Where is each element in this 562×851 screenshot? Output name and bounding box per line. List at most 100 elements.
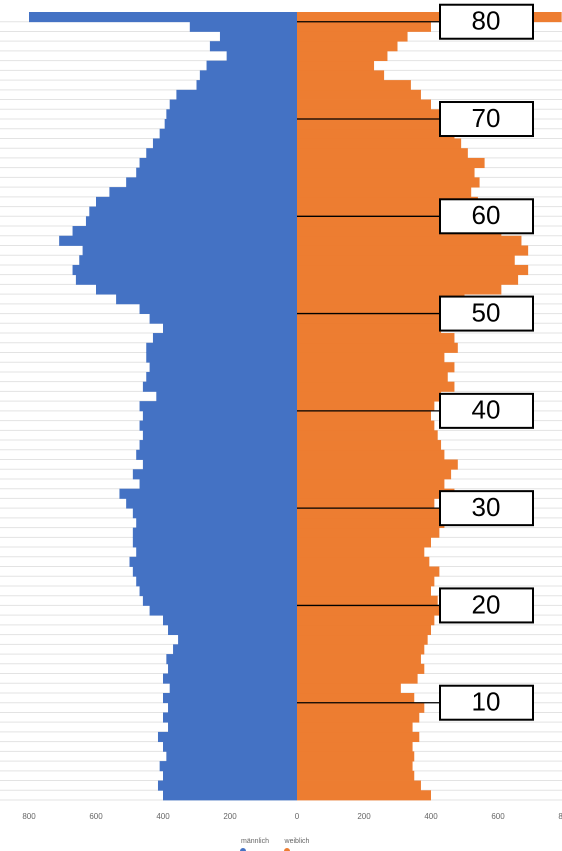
x-tick-label: 200 (357, 812, 371, 821)
bar (297, 566, 440, 577)
legend-label: männlich (241, 838, 269, 845)
bar (297, 381, 455, 392)
x-tick-label: 600 (491, 812, 505, 821)
y-tick-label: 30 (472, 492, 501, 522)
bar (297, 284, 502, 295)
bar (146, 148, 297, 159)
y-tick-label: 60 (472, 200, 501, 230)
bar (297, 342, 458, 353)
bar (297, 556, 430, 567)
bar (297, 245, 529, 256)
bar (139, 157, 297, 169)
bar (297, 294, 465, 305)
bar (132, 537, 297, 548)
bar (139, 303, 297, 314)
bar (297, 401, 435, 412)
bar (297, 89, 421, 100)
bar (297, 70, 385, 81)
bar (85, 216, 297, 227)
bar (297, 712, 420, 723)
bar (297, 333, 455, 344)
bar (149, 362, 297, 373)
bar (297, 138, 462, 149)
bar (169, 683, 297, 694)
bar (136, 517, 297, 529)
bar (166, 109, 297, 120)
bar (82, 245, 297, 256)
bar (297, 119, 448, 130)
legend-label: weiblich (284, 838, 310, 845)
bar (149, 313, 297, 324)
bar (297, 226, 502, 237)
bar (139, 478, 297, 490)
bar (297, 449, 445, 460)
x-tick-label: 200 (223, 812, 237, 821)
bar (178, 634, 297, 645)
tick-box (439, 295, 534, 332)
bar (297, 722, 413, 733)
bar (297, 478, 445, 490)
bar (297, 537, 431, 548)
bar (297, 469, 452, 480)
bar (96, 196, 297, 207)
bar (297, 274, 519, 285)
bar (142, 459, 297, 470)
bar (297, 517, 445, 529)
bar (297, 109, 442, 120)
bar (119, 488, 297, 499)
bar (169, 99, 297, 110)
x-tick-label: 600 (89, 812, 103, 821)
bar (126, 498, 298, 509)
bar (297, 440, 442, 451)
y-tick-label: 70 (472, 103, 501, 133)
bar (297, 99, 431, 110)
bar (159, 128, 297, 139)
bar (168, 702, 297, 713)
bar (297, 410, 431, 421)
y-tick-label: 10 (472, 687, 501, 717)
bar (297, 780, 421, 791)
bar (297, 673, 418, 684)
bar (297, 60, 375, 71)
bar (297, 255, 515, 266)
bar (176, 89, 297, 100)
bar (164, 119, 297, 130)
bar (168, 663, 297, 674)
tick-box (439, 101, 534, 138)
bar (297, 21, 431, 32)
bar (206, 60, 297, 71)
bar (297, 430, 438, 441)
bar (79, 255, 297, 266)
bar (126, 177, 298, 188)
bar (136, 547, 297, 558)
bar (297, 206, 485, 217)
bar (297, 488, 455, 499)
bar (297, 264, 529, 276)
bar (297, 585, 431, 597)
bar (142, 595, 297, 606)
bar (297, 128, 455, 139)
bar (157, 731, 297, 743)
bar (297, 196, 478, 207)
y-tick-label: 40 (472, 395, 501, 425)
bar (297, 148, 468, 159)
bar (297, 41, 398, 52)
bar (89, 206, 297, 217)
bar (297, 187, 472, 198)
bar (297, 576, 435, 587)
bar (297, 634, 428, 645)
bar (297, 235, 522, 246)
bar (142, 430, 297, 441)
bar (297, 498, 435, 509)
legend-marker (240, 848, 246, 851)
bar (152, 138, 297, 149)
bar (146, 352, 297, 363)
bar (139, 440, 297, 451)
x-tick-label: 800 (22, 812, 36, 821)
bar (297, 323, 442, 334)
legend-marker (284, 848, 290, 851)
y-tick-label: 20 (472, 589, 501, 619)
x-tick-label: 0 (295, 812, 300, 821)
bar (139, 585, 297, 597)
